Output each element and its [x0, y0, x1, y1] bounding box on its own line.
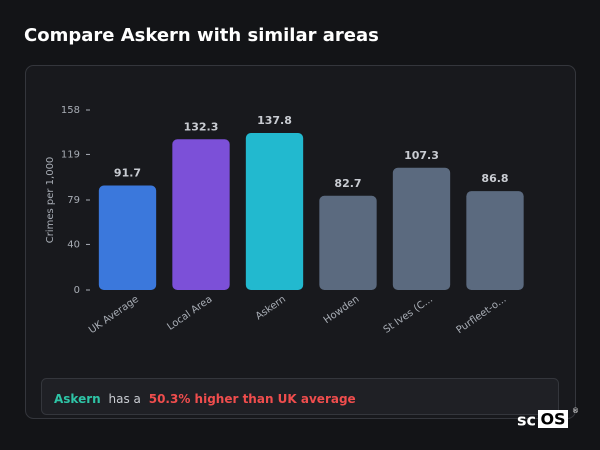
bar: [98, 185, 157, 290]
note-highlight: 50.3% higher than UK average: [149, 392, 356, 406]
chart-title: Compare Askern with similar areas: [24, 25, 379, 46]
note-middle: has a: [109, 392, 141, 406]
bar: [172, 139, 230, 290]
value-label: 107.3: [404, 149, 439, 162]
y-tick-label: 40: [67, 239, 80, 250]
value-label: 137.8: [257, 114, 292, 127]
logo-left: sc: [517, 411, 536, 430]
value-label: 132.3: [184, 120, 219, 133]
bar: [245, 133, 304, 290]
y-tick-label: 119: [61, 149, 80, 160]
y-tick-label: 0: [74, 285, 80, 296]
value-label: 86.8: [481, 172, 508, 185]
bar: [466, 191, 524, 290]
logo-box: [538, 410, 568, 428]
note-box: [41, 378, 559, 415]
logo-right: OS: [540, 410, 565, 429]
logo-mark: ®: [572, 407, 579, 415]
bar: [392, 167, 451, 290]
value-label: 82.7: [334, 177, 361, 190]
bar: [319, 195, 377, 290]
note: Askern has a 50.3% higher than UK averag…: [54, 392, 356, 406]
value-label: 91.7: [114, 167, 141, 180]
y-axis-label: Crimes per 1,000: [45, 157, 56, 244]
note-subject: Askern: [54, 392, 101, 406]
y-tick-label: 158: [61, 105, 80, 116]
y-tick-label: 79: [67, 195, 80, 206]
